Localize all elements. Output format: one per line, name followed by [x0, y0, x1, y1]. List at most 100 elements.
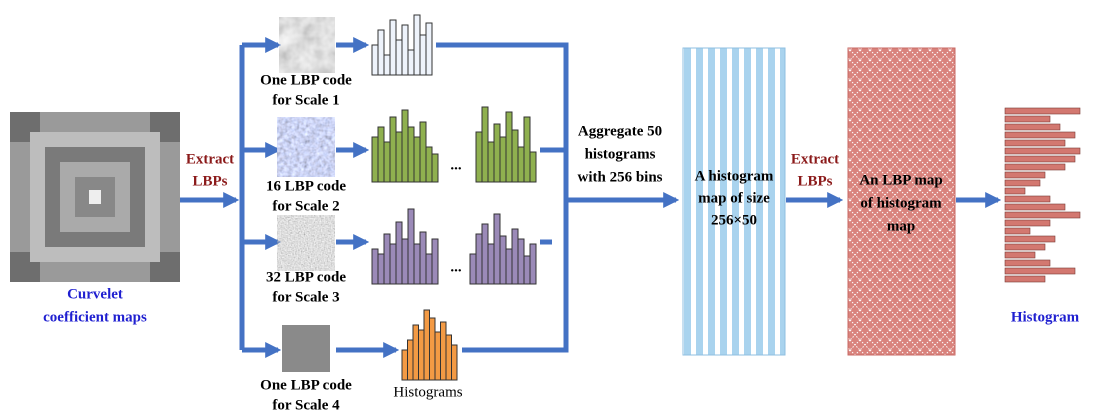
icon-bar	[402, 350, 408, 380]
histogram-icons	[372, 15, 536, 380]
lbp-map-label: An LBP map	[859, 172, 942, 188]
icon-bar	[1005, 252, 1035, 258]
icon-bar	[1005, 116, 1050, 122]
icon-bar	[378, 254, 384, 284]
icon-bar	[426, 254, 432, 284]
icon-bar	[1005, 164, 1065, 170]
icon-bar	[441, 322, 447, 380]
icon-bar	[408, 127, 414, 182]
icon-bar	[452, 345, 458, 380]
icon-bar	[506, 249, 512, 284]
input-label: coefficient maps	[43, 309, 147, 325]
icon-bar	[512, 130, 518, 182]
extract-label: Extract	[186, 151, 234, 167]
icon-bar	[1005, 276, 1045, 282]
icon-bar	[426, 147, 432, 182]
scale-image	[284, 22, 330, 68]
extract-label: LBPs	[797, 173, 832, 189]
icon-bar	[530, 244, 536, 284]
icon-bar	[476, 132, 482, 182]
extract-label: LBPs	[192, 173, 227, 189]
icon-bar	[426, 23, 432, 75]
icon-bar	[390, 117, 396, 182]
icon-bar	[378, 127, 384, 182]
ellipsis: ...	[450, 259, 462, 275]
icon-bar	[446, 335, 452, 380]
extract-label: Extract	[791, 151, 839, 167]
icon-bar	[414, 137, 420, 182]
icon-bar	[524, 256, 530, 284]
icon-bar	[402, 239, 408, 284]
icon-bar	[500, 137, 506, 182]
icon-bar	[408, 209, 414, 284]
icon-bar	[1005, 156, 1075, 162]
icon-bar	[435, 332, 441, 380]
icon-bar	[372, 137, 378, 182]
icon-bar	[432, 154, 438, 182]
icon-bar	[432, 239, 438, 284]
output-label: Histogram	[1011, 309, 1080, 325]
icon-bar	[482, 224, 488, 284]
histogram-map-label: A histogram	[695, 168, 774, 184]
icon-bar	[384, 142, 390, 182]
icon-bar	[518, 147, 524, 182]
icon-bar	[419, 330, 425, 380]
icon-bar	[1005, 268, 1075, 274]
scale-label: 16 LBP code	[266, 178, 346, 194]
icon-bar	[1005, 220, 1050, 226]
icon-bar	[384, 234, 390, 284]
output-histogram	[1005, 108, 1080, 282]
scale-label: for Scale 3	[272, 289, 339, 305]
icon-bar	[1005, 188, 1025, 194]
scale-image	[282, 325, 330, 372]
histogram-map-label: map of size	[698, 190, 770, 206]
icon-bar	[488, 142, 494, 182]
icon-bar	[420, 122, 426, 182]
icon-bar	[402, 25, 408, 75]
icon-bar	[384, 55, 390, 75]
icon-bar	[1005, 148, 1080, 154]
icon-bar	[1005, 244, 1045, 250]
icon-bar	[1005, 260, 1050, 266]
icon-bar	[494, 124, 500, 182]
aggregate-label: Aggregate 50	[578, 123, 662, 139]
icon-bar	[488, 244, 494, 284]
icon-bar	[372, 45, 378, 75]
icon-bar	[1005, 108, 1080, 114]
icon-bar	[1005, 180, 1040, 186]
icon-bar	[408, 340, 414, 380]
connector	[436, 45, 566, 350]
icon-bar	[390, 20, 396, 75]
icon-bar	[1005, 228, 1030, 234]
icon-bar	[390, 244, 396, 284]
scale-label: 32 LBP code	[266, 269, 346, 285]
icon-bar	[408, 50, 414, 75]
icon-bar	[1005, 124, 1060, 130]
histogram-map-label: 256×50	[711, 212, 757, 228]
icon-bar	[1005, 132, 1075, 138]
ellipsis: ...	[450, 157, 462, 173]
icon-bar	[506, 112, 512, 182]
icon-bar	[500, 236, 506, 284]
scale-label: One LBP code	[260, 72, 352, 88]
icon-bar	[1005, 236, 1055, 242]
icon-bar	[396, 222, 402, 284]
scale-label: for Scale 2	[272, 198, 339, 214]
icon-bar	[430, 318, 436, 380]
scale-label: for Scale 4	[272, 397, 340, 413]
diagram: Curvelet coefficient maps Extract LBPs O…	[0, 0, 1097, 415]
icon-bar	[413, 325, 419, 380]
icon-bar	[1005, 212, 1080, 218]
icon-bar	[378, 30, 384, 75]
icon-bar	[1005, 140, 1065, 146]
icon-bar	[414, 244, 420, 284]
icon-bar	[420, 35, 426, 75]
icon-bar	[396, 132, 402, 182]
histograms-label: Histograms	[393, 384, 462, 400]
lbp-map-label: map	[887, 218, 915, 234]
input-label: Curvelet	[67, 286, 123, 302]
icon-bar	[372, 249, 378, 284]
scale-image	[282, 220, 330, 266]
icon-bar	[1005, 172, 1045, 178]
icon-bar	[414, 15, 420, 75]
